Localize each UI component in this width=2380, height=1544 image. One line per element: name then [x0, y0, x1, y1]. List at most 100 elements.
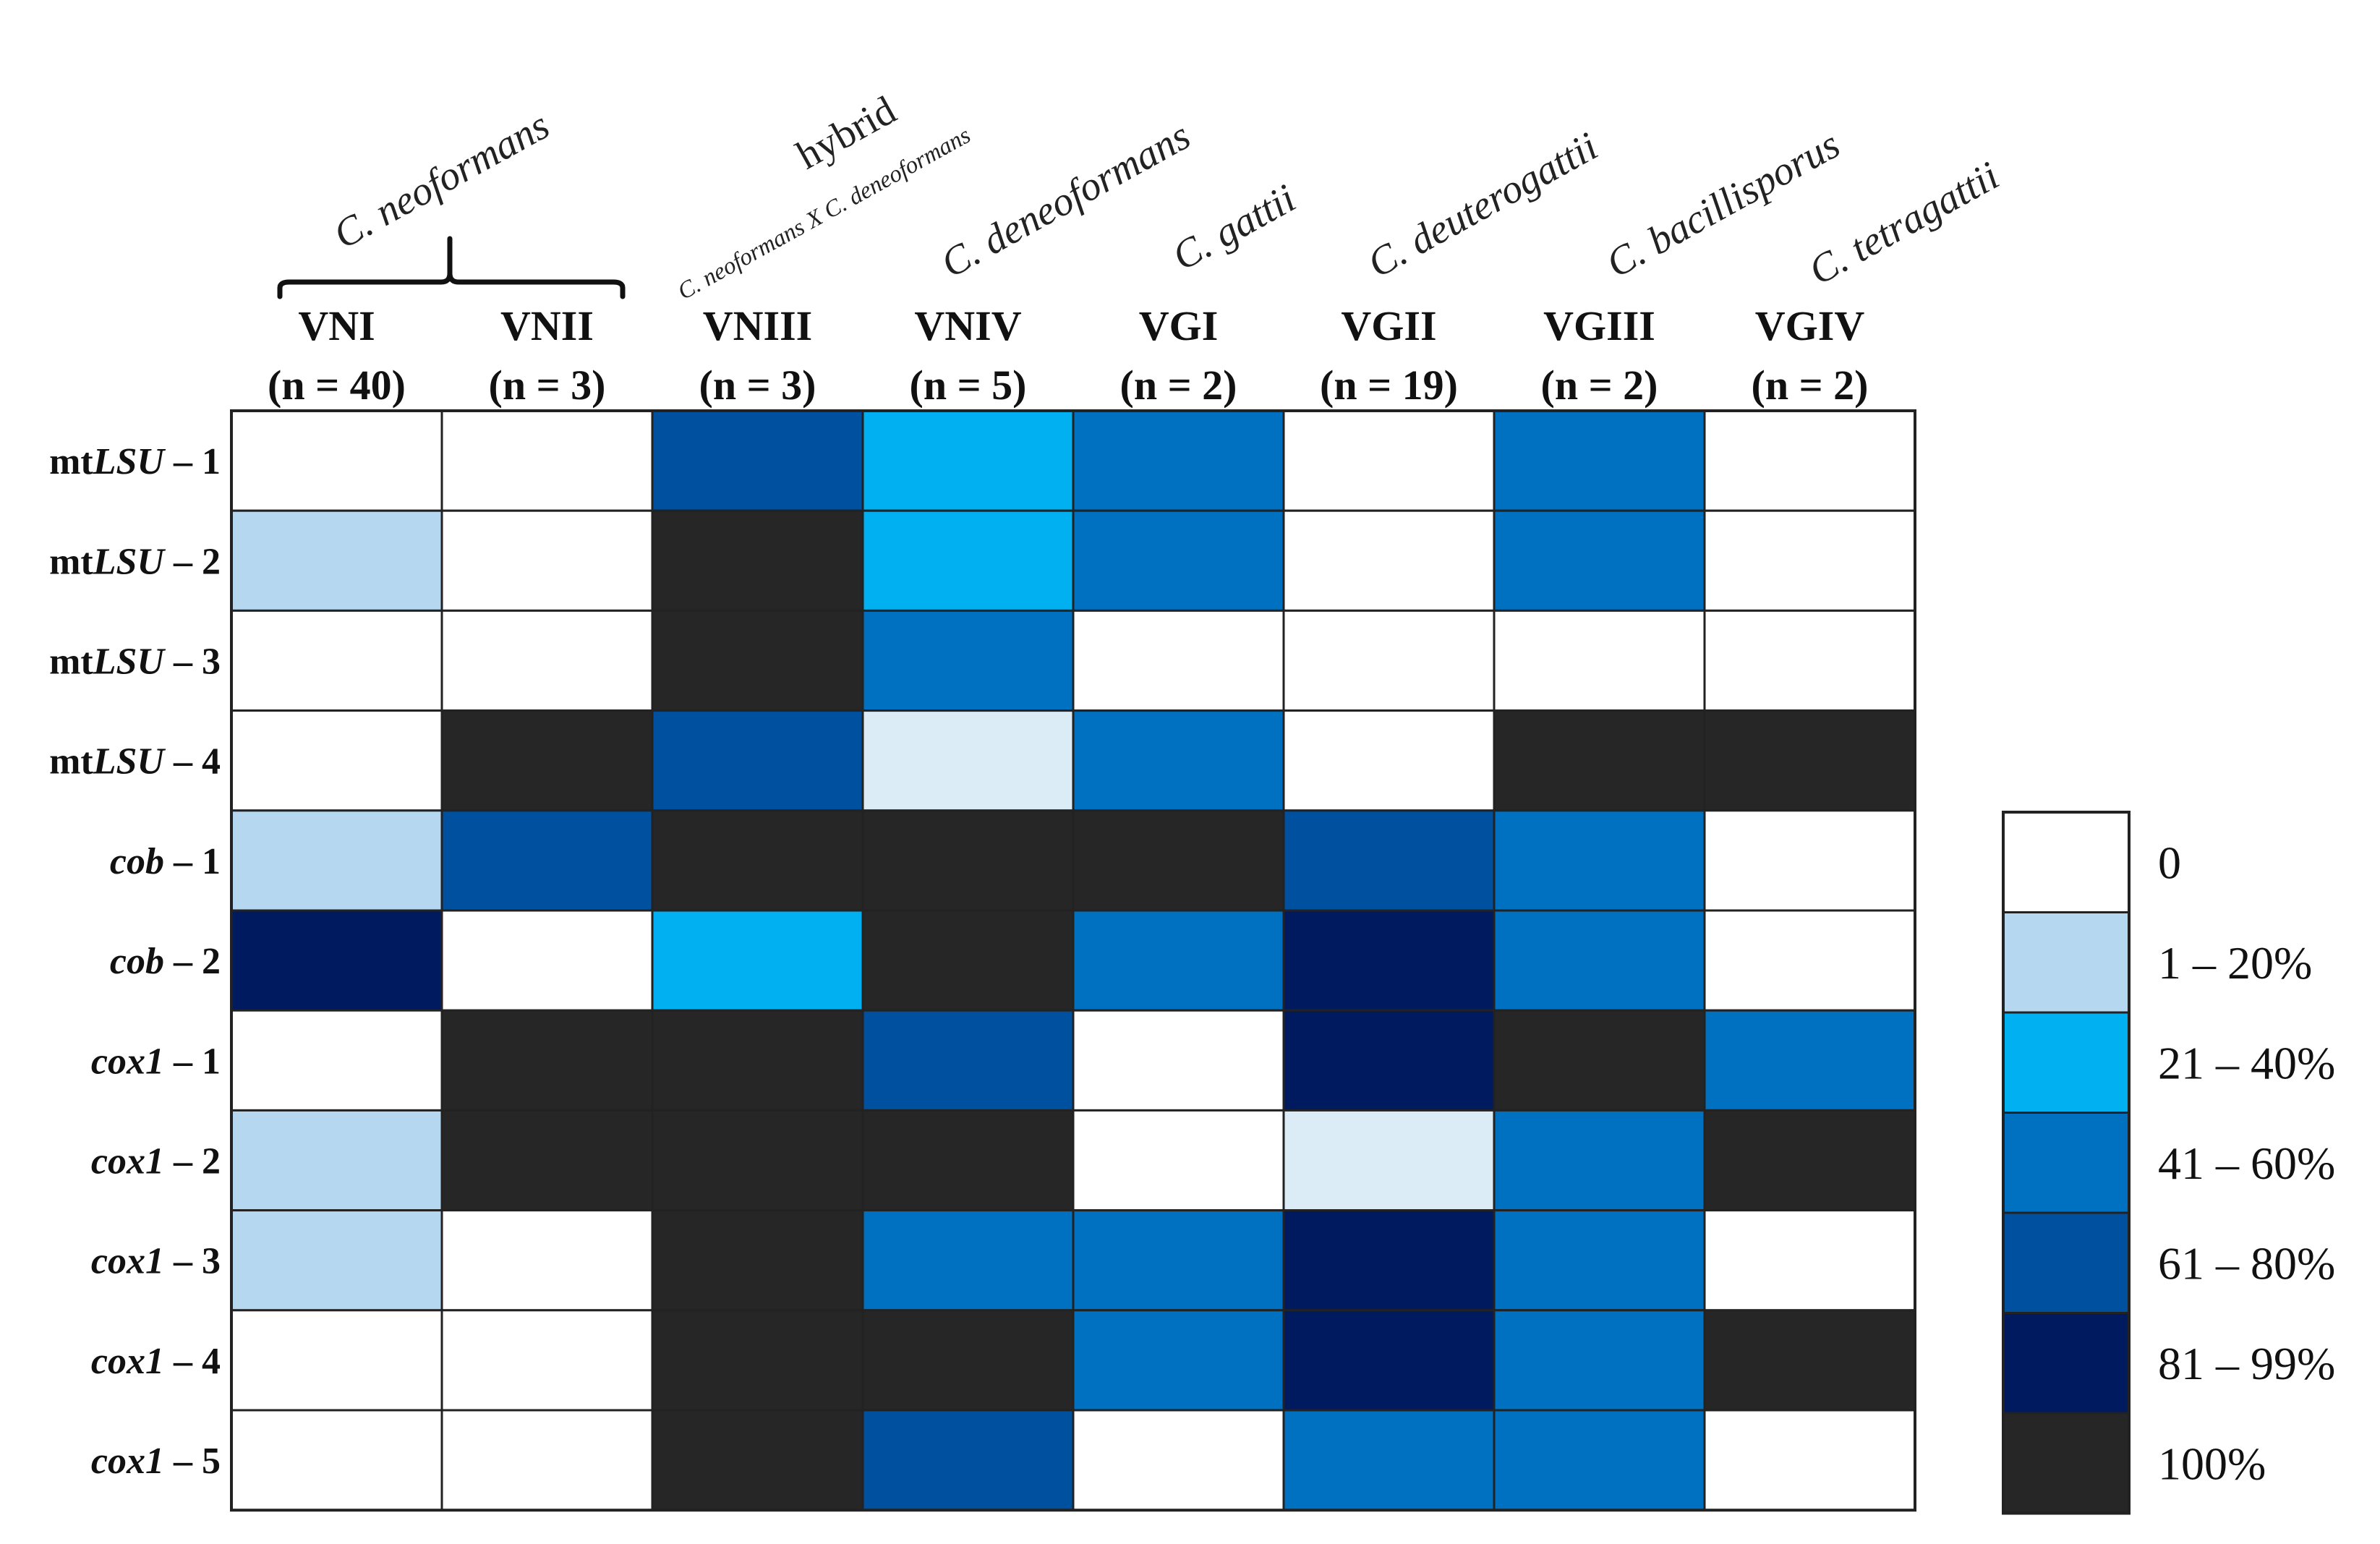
heatmap-cell-r3-VNIII: [651, 609, 864, 712]
heatmap-cell-r1-VNIV: [861, 409, 1075, 512]
heatmap-cell-r1-VNII: [440, 409, 654, 512]
heatmap-cell-r3-VGIII: [1493, 609, 1706, 712]
heatmap-cell-r11-VGIV: [1703, 1409, 1916, 1511]
heatmap-cell-r11-VGI: [1072, 1409, 1285, 1511]
column-count-VGII: (n = 19): [1320, 362, 1458, 409]
heatmap-cell-r1-VGII: [1282, 409, 1496, 512]
legend-border: [2002, 811, 2131, 1515]
heatmap-cell-r4-VNI: [230, 709, 443, 812]
heatmap-cell-r8-VGIV: [1703, 1109, 1916, 1212]
heatmap-cell-r2-VGI: [1072, 509, 1285, 612]
heatmap-cell-r2-VNII: [440, 509, 654, 612]
heatmap-cell-r10-VGIV: [1703, 1309, 1916, 1412]
row-labels: mtLSU – 1 mtLSU – 2 mtLSU – 3 mtLSU – 4 cob …: [49, 441, 221, 1482]
heatmap-cell-r8-VGI: [1072, 1109, 1285, 1212]
heatmap-cell-r3-VGIV: [1703, 609, 1916, 712]
heatmap-cell-r6-VGIV: [1703, 909, 1916, 1012]
heatmap-cell-r7-VGIV: [1703, 1009, 1916, 1112]
row-label-3: mtLSU – 3: [49, 641, 221, 683]
column-header-VGI: VGI: [1139, 302, 1219, 349]
species-label-deuterogattii: C. deuterogattii: [1360, 124, 1605, 286]
heatmap-cell-r3-VNII: [440, 609, 654, 712]
heatmap-cell-r6-VNIV: [861, 909, 1075, 1012]
heatmap-cell-r8-VNII: [440, 1109, 654, 1212]
heatmap-cell-r2-VNI: [230, 509, 443, 612]
heatmap-cell-r6-VGIII: [1493, 909, 1706, 1012]
row-label-10: cox1 – 4: [91, 1341, 221, 1382]
heatmap-cell-r3-VGI: [1072, 609, 1285, 712]
heatmap-cell-r8-VGII: [1282, 1109, 1496, 1212]
legend-swatch-1: [2002, 811, 2131, 913]
heatmap-cell-r9-VGIV: [1703, 1209, 1916, 1312]
heatmap-cell-r4-VNII: [440, 709, 654, 812]
heatmap-cell-r10-VGI: [1072, 1309, 1285, 1412]
legend-swatch-5: [2002, 1211, 2131, 1314]
column-headers: VNI (n = 40) VNII (n = 3) VNIII (n = 3) VNIV (n…: [268, 302, 1868, 409]
column-count-VNII: (n = 3): [489, 362, 606, 409]
heatmap-cell-r7-VGII: [1282, 1009, 1496, 1112]
column-header-VNIV: VNIV: [914, 302, 1021, 349]
heatmap-cell-r4-VNIII: [651, 709, 864, 812]
row-label-2: mtLSU – 2: [49, 541, 221, 582]
column-header-VNIII: VNIII: [703, 302, 813, 349]
heatmap-cell-r11-VGII: [1282, 1409, 1496, 1511]
row-label-11: cox1 – 5: [91, 1441, 221, 1482]
column-count-VNIV: (n = 5): [910, 362, 1027, 409]
heatmap-cell-r1-VNIII: [651, 409, 864, 512]
heatmap-cell-r7-VNI: [230, 1009, 443, 1112]
heatmap-cell-r5-VNIV: [861, 809, 1075, 912]
heatmap-cell-r3-VNIV: [861, 609, 1075, 712]
heatmap-cells: [230, 409, 1916, 1512]
row-label-4: mtLSU – 4: [49, 741, 221, 782]
legend-label-6: 81 – 99%: [2158, 1338, 2335, 1389]
heatmap-cell-r5-VNI: [230, 809, 443, 912]
heatmap-cell-r4-VGIII: [1493, 709, 1706, 812]
heatmap-cell-r4-VGII: [1282, 709, 1496, 812]
row-label-8: cox1 – 2: [91, 1141, 221, 1182]
column-header-VNI: VNI: [298, 302, 375, 349]
heatmap-cell-r8-VNI: [230, 1109, 443, 1212]
heatmap-cell-r7-VGIII: [1493, 1009, 1706, 1112]
heatmap-cell-r6-VGII: [1282, 909, 1496, 1012]
column-count-VNIII: (n = 3): [699, 362, 816, 409]
heatmap-cell-r7-VNIII: [651, 1009, 864, 1112]
heatmap-cell-r2-VNIV: [861, 509, 1075, 612]
row-label-9: cox1 – 3: [91, 1241, 221, 1282]
row-label-1: mtLSU – 1: [49, 441, 221, 482]
column-header-VGIII: VGIII: [1543, 302, 1655, 349]
heatmap-cell-r10-VGII: [1282, 1309, 1496, 1412]
heatmap-cell-r5-VNII: [440, 809, 654, 912]
heatmap-cell-r6-VNII: [440, 909, 654, 1012]
heatmap-cell-r8-VNIII: [651, 1109, 864, 1212]
heatmap-cell-r7-VNIV: [861, 1009, 1075, 1112]
heatmap-cell-r9-VGIII: [1493, 1209, 1706, 1312]
legend-label-3: 21 – 40%: [2158, 1037, 2335, 1088]
heatmap-cell-r11-VNIV: [861, 1409, 1075, 1511]
column-header-VGII: VGII: [1341, 302, 1436, 349]
legend-label-7: 100%: [2158, 1438, 2266, 1489]
heatmap-cell-r2-VGIII: [1493, 509, 1706, 612]
heatmap-cell-r1-VNI: [230, 409, 443, 512]
column-count-VGIII: (n = 2): [1541, 362, 1658, 409]
column-count-VGIV: (n = 2): [1752, 362, 1869, 409]
heatmap-cell-r2-VGII: [1282, 509, 1496, 612]
column-count-VGI: (n = 2): [1120, 362, 1237, 409]
legend-label-2: 1 – 20%: [2158, 937, 2312, 989]
heatmap-cell-r5-VGIII: [1493, 809, 1706, 912]
heatmap-cell-r11-VNII: [440, 1409, 654, 1511]
heatmap-cell-r8-VGIII: [1493, 1109, 1706, 1212]
heatmap-cell-r5-VGI: [1072, 809, 1285, 912]
heatmap-cell-r10-VNI: [230, 1309, 443, 1412]
heatmap-cell-r3-VNI: [230, 609, 443, 712]
row-label-5: cob – 1: [110, 841, 221, 882]
legend-swatch-3: [2002, 1011, 2131, 1114]
heatmap-cell-r7-VGI: [1072, 1009, 1285, 1112]
heatmap-cell-r5-VGII: [1282, 809, 1496, 912]
legend-label-1: 0: [2158, 837, 2181, 888]
column-header-VNII: VNII: [500, 302, 594, 349]
heatmap-cell-r1-VGIII: [1493, 409, 1706, 512]
heatmap-cell-r9-VNI: [230, 1209, 443, 1312]
row-label-7: cox1 – 1: [91, 1041, 221, 1082]
